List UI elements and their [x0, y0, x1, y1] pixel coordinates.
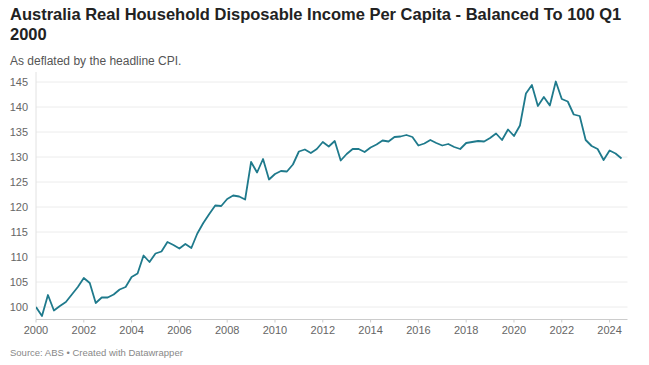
y-tick-label: 140 [10, 101, 28, 113]
plot-area [36, 82, 622, 317]
x-tick-label: 2006 [167, 324, 191, 336]
source: Source: ABS • Created with Datawrapper [10, 347, 183, 358]
grid-line [36, 82, 628, 83]
x-tick-label: 2016 [406, 324, 430, 336]
y-tick-label: 125 [10, 176, 28, 188]
y-axis-line [36, 72, 37, 320]
y-tick-label: 120 [10, 201, 28, 213]
grid-line [36, 307, 628, 308]
x-tick-label: 2004 [119, 324, 143, 336]
x-tick [274, 320, 275, 323]
x-tick [322, 320, 323, 323]
grid-line [36, 257, 628, 258]
grid-line [36, 157, 628, 158]
chart: 100 105 110 115 120 125 130 135 140 145 2000 2002 20… [0, 0, 649, 365]
grid-line [36, 207, 628, 208]
y-tick-label: 135 [10, 126, 28, 138]
x-tick [83, 320, 84, 323]
x-tick [131, 320, 132, 323]
x-axis-line [36, 319, 628, 320]
x-tick-label: 2010 [263, 324, 287, 336]
x-tick-label: 2022 [550, 324, 574, 336]
x-tick [513, 320, 514, 323]
x-tick [418, 320, 419, 323]
y-tick-label: 115 [10, 226, 28, 238]
y-tick-label: 105 [10, 276, 28, 288]
x-tick-label: 2008 [215, 324, 239, 336]
y-tick-label: 130 [10, 151, 28, 163]
x-tick-label: 2014 [358, 324, 382, 336]
title: Australia Real Household Disposable Inco… [10, 4, 640, 44]
grid-line [36, 232, 628, 233]
x-tick [609, 320, 610, 323]
x-tick-label: 2024 [597, 324, 621, 336]
x-tick [227, 320, 228, 323]
x-tick-label: 2002 [72, 324, 96, 336]
x-tick [370, 320, 371, 323]
x-tick [179, 320, 180, 323]
y-tick-label: 110 [10, 251, 28, 263]
x-tick [36, 320, 37, 323]
y-tick-label: 100 [10, 301, 28, 313]
subtitle: As deflated by the headline CPI. [10, 54, 181, 68]
x-tick [466, 320, 467, 323]
grid-line [36, 282, 628, 283]
x-tick-label: 2020 [502, 324, 526, 336]
grid-line [36, 132, 628, 133]
y-tick-label: 145 [10, 76, 28, 88]
x-tick-label: 2000 [24, 324, 48, 336]
x-tick [561, 320, 562, 323]
grid-line [36, 107, 628, 108]
x-tick-label: 2018 [454, 324, 478, 336]
grid-line [36, 182, 628, 183]
x-tick-label: 2012 [311, 324, 335, 336]
series-line [36, 82, 622, 317]
